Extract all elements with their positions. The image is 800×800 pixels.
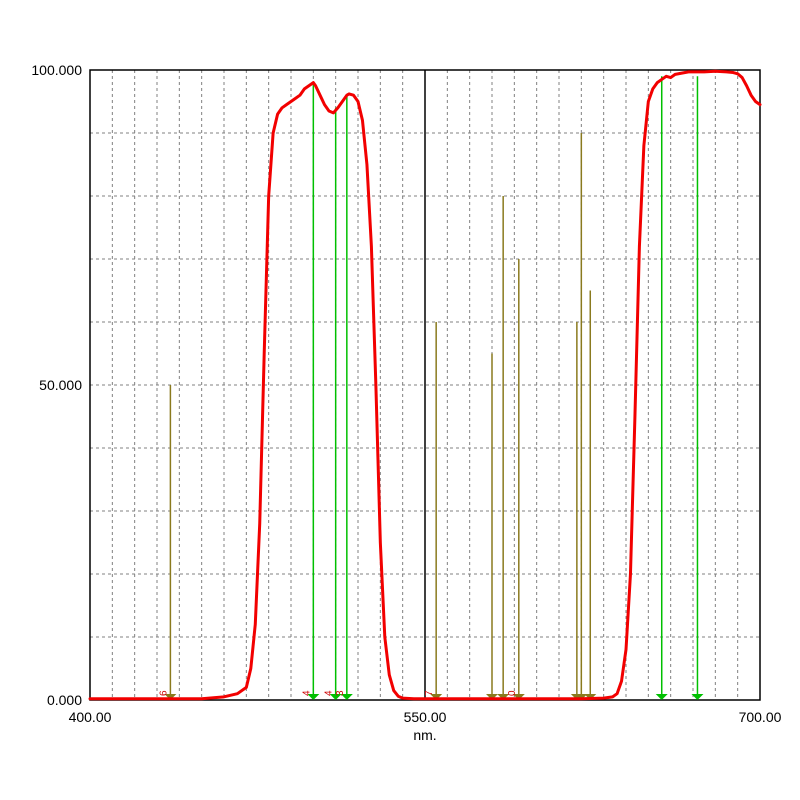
transmission-chart: 6443700.00050.000100.000400.00550.00700.…	[0, 0, 800, 800]
svg-text:3: 3	[335, 690, 346, 696]
svg-text:6: 6	[158, 690, 169, 696]
svg-text:4: 4	[324, 690, 335, 696]
svg-text:550.00: 550.00	[404, 709, 447, 725]
svg-text:50.000: 50.000	[39, 377, 82, 393]
svg-text:4: 4	[301, 690, 312, 696]
svg-text:nm.: nm.	[413, 727, 436, 743]
chart-container: UHC Filter 6443700.00050.000100.000400.0…	[0, 0, 800, 800]
svg-text:100.000: 100.000	[31, 62, 82, 78]
svg-text:700.00: 700.00	[739, 709, 782, 725]
svg-text:0: 0	[507, 690, 518, 696]
svg-text:7: 7	[424, 690, 435, 696]
svg-text:400.00: 400.00	[69, 709, 112, 725]
svg-text:0.000: 0.000	[47, 692, 82, 708]
